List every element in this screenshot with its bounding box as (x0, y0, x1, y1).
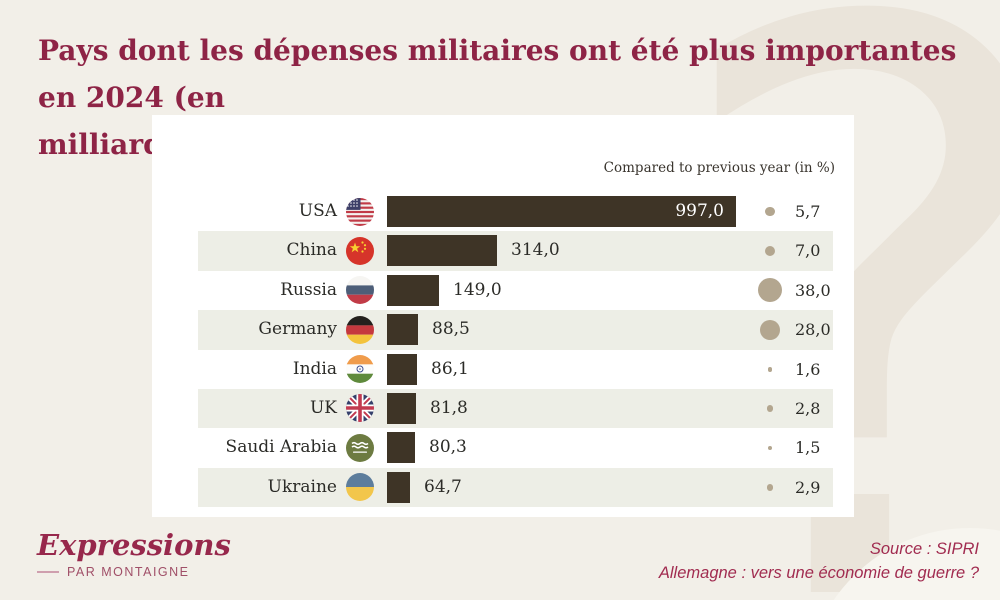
chart-row: Ukraine 2,9 64,7 (152, 467, 854, 508)
change-value: 1,5 (795, 438, 821, 458)
row-band (198, 467, 833, 508)
spending-value: 88,5 (432, 319, 470, 340)
chart-row: USA 997,0 5,7 (152, 192, 854, 231)
logo-dash (37, 571, 59, 573)
spending-bar (387, 432, 415, 464)
source-block: Source : SIPRI Allemagne : vers une écon… (659, 537, 979, 585)
spending-value: 997,0 (675, 201, 724, 221)
chart-row: India 1,6 86,1 (152, 350, 854, 389)
change-value: 28,0 (795, 320, 831, 340)
change-value: 2,8 (795, 398, 821, 418)
change-value: 1,6 (795, 359, 821, 379)
expressions-logo: Expressions PAR MONTAIGNE (37, 528, 231, 579)
country-label: Germany (258, 319, 337, 340)
change-dot (757, 278, 782, 303)
row-band (198, 310, 833, 350)
logo-subtitle-text: PAR MONTAIGNE (67, 565, 190, 579)
country-label: UK (309, 397, 337, 418)
spending-value: 314,0 (511, 240, 560, 261)
change-dot (759, 319, 781, 341)
logo-subtitle: PAR MONTAIGNE (37, 565, 231, 579)
spending-bar (387, 392, 416, 424)
spending-bar: 997,0 (387, 196, 736, 227)
flag-usa-icon (346, 197, 374, 226)
flag-china-icon (346, 236, 374, 265)
source-text: Source : SIPRI (869, 540, 979, 558)
country-label: Ukraine (267, 476, 337, 497)
spending-bar (387, 314, 418, 346)
change-dot (766, 484, 774, 491)
country-label: Saudi Arabia (225, 437, 337, 458)
spending-bar (387, 471, 410, 503)
spending-bar (387, 274, 439, 306)
chart-card: Compared to previous year (in %) USA 997… (152, 115, 854, 517)
change-dot (764, 245, 776, 257)
chart-row: UK 2,8 81,8 (152, 388, 854, 429)
column-header: Compared to previous year (in %) (603, 160, 835, 176)
flag-ukraine-icon (346, 473, 374, 502)
spending-value: 81,8 (430, 397, 468, 418)
spending-bar (387, 235, 497, 267)
change-dot (765, 207, 775, 217)
chart-row: Germany 28,0 88,5 (152, 310, 854, 350)
chart-row: Russia 38,0 149,0 (152, 271, 854, 310)
change-dot (767, 445, 773, 451)
change-value: 38,0 (795, 280, 831, 300)
row-band (198, 388, 833, 429)
country-label: Russia (280, 279, 337, 300)
change-value: 5,7 (795, 202, 821, 221)
chart-rows: USA 997,0 5,7 China 7,0 314,0 Russia (152, 192, 854, 508)
logo-title: Expressions (37, 528, 231, 562)
spending-value: 149,0 (453, 279, 502, 300)
chart-row: China 7,0 314,0 (152, 231, 854, 271)
spending-value: 80,3 (429, 437, 467, 458)
change-value: 7,0 (795, 241, 821, 261)
country-label: USA (298, 201, 337, 221)
flag-russia-icon (346, 276, 374, 305)
change-value: 2,9 (795, 477, 821, 497)
spending-value: 86,1 (431, 358, 469, 379)
flag-germany-icon (346, 315, 374, 344)
flag-india-icon (346, 355, 374, 384)
article-title: Allemagne : vers une économie de guerre … (658, 564, 979, 582)
spending-value: 64,7 (424, 476, 462, 497)
page-title-line1: Pays dont les dépenses militaires ont ét… (38, 34, 957, 114)
chart-row: Saudi Arabia 1,5 80,3 (152, 428, 854, 467)
flag-saudi-arabia-icon (346, 433, 374, 462)
change-dot (767, 366, 773, 372)
country-label: India (292, 358, 337, 379)
change-dot (766, 405, 774, 412)
country-label: China (286, 240, 337, 261)
row-band (198, 231, 833, 271)
spending-bar (387, 353, 417, 385)
